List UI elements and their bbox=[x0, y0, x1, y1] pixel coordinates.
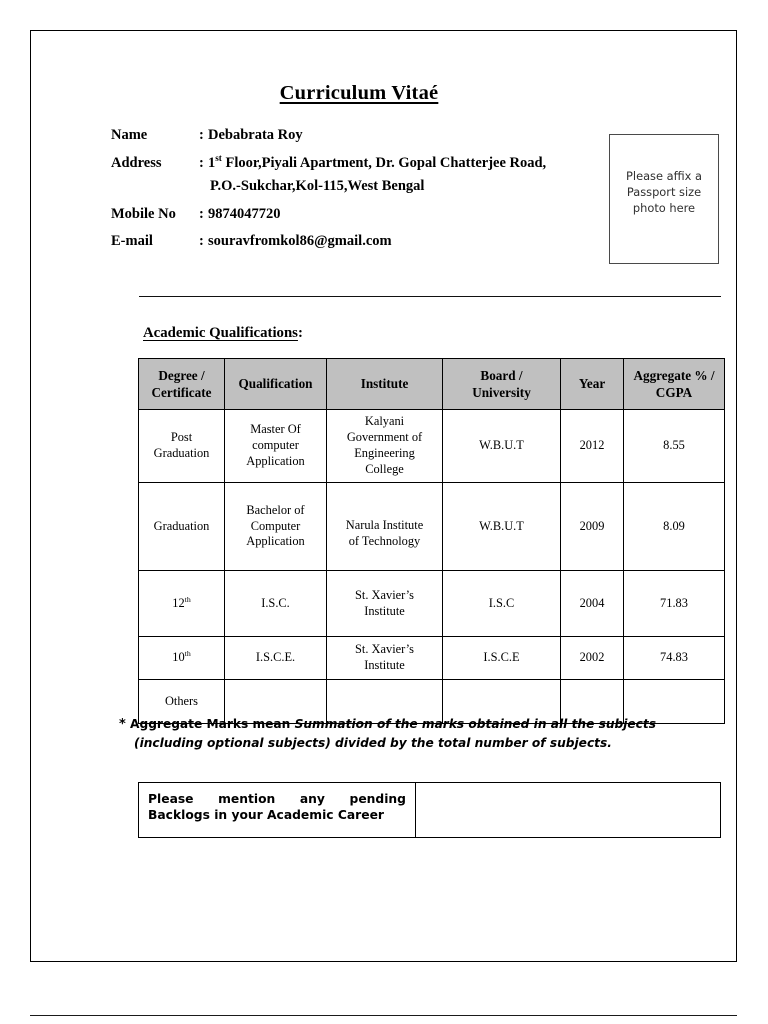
cell-board: I.S.C.E bbox=[442, 636, 561, 680]
cell-board: I.S.C bbox=[442, 570, 561, 637]
cell-qualification: I.S.C. bbox=[224, 570, 327, 637]
degree-ordinal: th bbox=[184, 648, 191, 658]
table-row: 10th I.S.C.E. St. Xavier’s Institute I.S… bbox=[138, 636, 725, 680]
degree-number: 12 bbox=[172, 595, 185, 610]
contact-colon: : bbox=[199, 154, 204, 171]
passport-photo-box: Please affix a Passport size photo here bbox=[609, 134, 719, 264]
footnote-asterisk: * bbox=[119, 717, 126, 732]
academic-qualifications-table: Degree / Certificate Qualification Insti… bbox=[138, 358, 725, 724]
contact-value-address: 1st Floor,Piyali Apartment, Dr. Gopal Ch… bbox=[208, 152, 581, 172]
address-line-2: P.O.-Sukchar,Kol-115,West Bengal bbox=[210, 178, 425, 195]
cell-aggregate: 74.83 bbox=[623, 636, 725, 680]
page-title: Curriculum Vitaé bbox=[279, 82, 439, 104]
contact-value-email: souravfromkol86@gmail.com bbox=[208, 233, 392, 250]
contact-label-email: E-mail bbox=[111, 233, 153, 250]
aggregate-footnote: * Aggregate Marks mean Summation of the … bbox=[119, 716, 719, 753]
footnote-italic: Summation of the marks obtained in all t… bbox=[294, 717, 656, 731]
contact-label-mobile: Mobile No bbox=[111, 205, 176, 222]
cell-institute: St. Xavier’s Institute bbox=[326, 636, 443, 680]
address-floor-ordinal: st bbox=[215, 152, 222, 163]
cell-board: W.B.U.T bbox=[442, 482, 561, 571]
contact-row-name: Name : Debabrata Roy bbox=[111, 127, 581, 144]
cell-degree: Post Graduation bbox=[138, 409, 225, 483]
cell-institute: St. Xavier’s Institute bbox=[326, 570, 443, 637]
contact-row-address: Address : 1st Floor,Piyali Apartment, Dr… bbox=[111, 152, 581, 172]
address-floor-number: 1 bbox=[208, 154, 216, 171]
cell-institute: Narula Institute of Technology bbox=[326, 482, 443, 571]
cell-aggregate: 8.09 bbox=[623, 482, 725, 571]
contact-value-mobile: 9874047720 bbox=[208, 205, 281, 222]
cell-aggregate: 8.55 bbox=[623, 409, 725, 483]
passport-photo-instruction: Please affix a Passport size photo here bbox=[626, 169, 702, 216]
cell-degree: 10th bbox=[138, 636, 225, 680]
table-body: Post Graduation Master Of computer Appli… bbox=[138, 409, 725, 724]
footnote-line-2: (including optional subjects) divided by… bbox=[134, 735, 612, 750]
table-row: Post Graduation Master Of computer Appli… bbox=[138, 409, 725, 483]
cell-year: 2012 bbox=[560, 409, 624, 483]
page-sheet: Curriculum Vitaé Name : Debabrata Roy Ad… bbox=[30, 30, 737, 962]
contact-row-mobile: Mobile No : 9874047720 bbox=[111, 206, 581, 223]
cell-aggregate: 71.83 bbox=[623, 570, 725, 637]
contact-colon: : bbox=[199, 205, 204, 222]
cell-aggregate bbox=[623, 679, 725, 724]
table-row: Others bbox=[138, 679, 725, 724]
footnote-lead: Aggregate Marks mean bbox=[125, 717, 295, 731]
cell-year: 2009 bbox=[560, 482, 624, 571]
backlogs-box: Please mention any pending Backlogs in y… bbox=[138, 782, 721, 838]
backlogs-answer-field[interactable] bbox=[416, 783, 720, 837]
contact-label-address: Address bbox=[111, 154, 162, 171]
cell-qualification bbox=[224, 679, 327, 724]
contact-colon: : bbox=[199, 233, 204, 250]
table-header-row: Degree / Certificate Qualification Insti… bbox=[138, 358, 725, 410]
cell-degree: Graduation bbox=[138, 482, 225, 571]
header-divider-rule bbox=[139, 296, 721, 297]
cell-year: 2002 bbox=[560, 636, 624, 680]
column-header-aggregate: Aggregate % / CGPA bbox=[623, 358, 725, 410]
cell-year bbox=[560, 679, 624, 724]
contact-label-name: Name bbox=[111, 127, 148, 143]
section-heading-text: Academic Qualifications bbox=[143, 325, 298, 341]
page-bottom-rule bbox=[30, 1015, 737, 1016]
cell-board bbox=[442, 679, 561, 724]
cell-degree: 12th bbox=[138, 570, 225, 637]
contact-colon: : bbox=[199, 127, 204, 143]
cell-year: 2004 bbox=[560, 570, 624, 637]
cell-qualification: I.S.C.E. bbox=[224, 636, 327, 680]
cell-qualification: Bachelor of Computer Application bbox=[224, 482, 327, 571]
column-header-year: Year bbox=[560, 358, 624, 410]
cell-board: W.B.U.T bbox=[442, 409, 561, 483]
column-header-degree: Degree / Certificate bbox=[138, 358, 225, 410]
table-header: Degree / Certificate Qualification Insti… bbox=[138, 358, 725, 410]
cell-qualification: Master Of computer Application bbox=[224, 409, 327, 483]
section-heading-colon: : bbox=[297, 325, 303, 341]
cell-degree: Others bbox=[138, 679, 225, 724]
address-rest: Floor,Piyali Apartment, Dr. Gopal Chatte… bbox=[221, 154, 547, 171]
column-header-institute: Institute bbox=[326, 358, 443, 410]
contact-value-name: Debabrata Roy bbox=[208, 127, 303, 143]
cell-institute: Kalyani Government of Engineering Colleg… bbox=[326, 409, 443, 483]
contact-block: Name : Debabrata Roy Address : 1st Floor… bbox=[111, 127, 581, 261]
section-heading-academic: Academic Qualifications: bbox=[143, 325, 303, 342]
column-header-board: Board / University bbox=[442, 358, 561, 410]
degree-ordinal: th bbox=[184, 594, 191, 604]
degree-number: 10 bbox=[172, 650, 185, 665]
table-row: 12th I.S.C. St. Xavier’s Institute I.S.C… bbox=[138, 570, 725, 637]
contact-row-email: E-mail : souravfromkol86@gmail.com bbox=[111, 233, 581, 250]
backlogs-prompt-label: Please mention any pending Backlogs in y… bbox=[139, 783, 416, 837]
table-row: Graduation Bachelor of Computer Applicat… bbox=[138, 482, 725, 571]
column-header-qualification: Qualification bbox=[224, 358, 327, 410]
